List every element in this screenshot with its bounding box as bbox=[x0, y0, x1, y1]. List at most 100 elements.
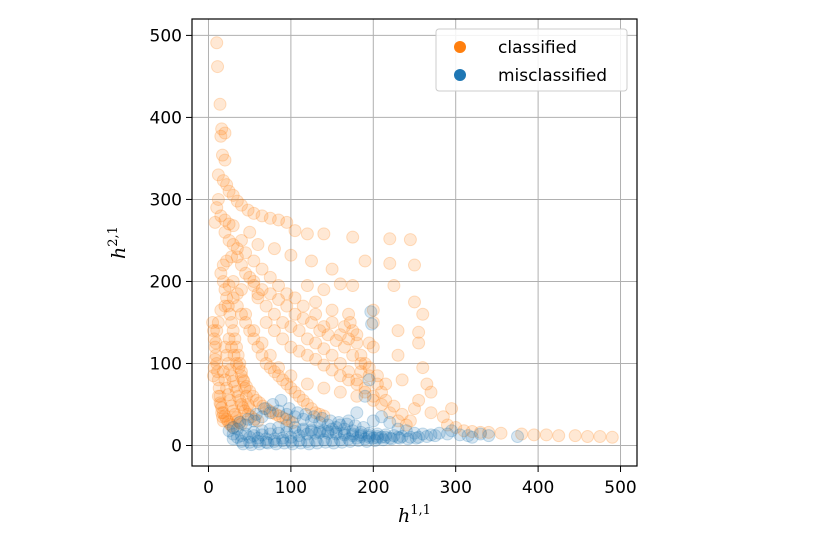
data-point bbox=[408, 426, 421, 440]
data-point bbox=[272, 213, 286, 227]
data-point bbox=[296, 393, 310, 407]
data-point bbox=[231, 348, 245, 362]
data-point bbox=[370, 377, 384, 391]
data-point bbox=[222, 233, 236, 247]
data-point bbox=[276, 431, 290, 445]
data-point bbox=[206, 324, 220, 338]
data-point bbox=[362, 361, 376, 375]
data-point bbox=[321, 425, 335, 439]
data-point bbox=[284, 434, 298, 448]
data-point bbox=[370, 427, 384, 441]
data-point bbox=[211, 389, 225, 403]
data-point bbox=[220, 254, 234, 268]
y-tick-label: 500 bbox=[150, 26, 182, 46]
data-point bbox=[266, 397, 280, 411]
data-point bbox=[226, 188, 240, 202]
data-point bbox=[239, 418, 253, 432]
data-point bbox=[272, 426, 286, 440]
data-point bbox=[354, 365, 368, 379]
data-point bbox=[296, 412, 310, 426]
data-point bbox=[246, 389, 260, 403]
data-point bbox=[243, 324, 257, 338]
data-point bbox=[255, 428, 269, 442]
data-point bbox=[420, 429, 434, 443]
data-point bbox=[210, 324, 224, 338]
data-point bbox=[457, 424, 471, 438]
data-point bbox=[276, 315, 290, 329]
data-point bbox=[218, 126, 232, 140]
data-point bbox=[214, 303, 228, 317]
data-point bbox=[552, 429, 566, 443]
data-point bbox=[346, 429, 360, 443]
data-point bbox=[214, 129, 228, 143]
data-point bbox=[304, 414, 318, 428]
data-point bbox=[226, 404, 240, 418]
data-point bbox=[333, 418, 347, 432]
data-point bbox=[247, 324, 261, 338]
data-point bbox=[222, 217, 236, 231]
data-point bbox=[234, 429, 248, 443]
data-point bbox=[292, 434, 306, 448]
data-point bbox=[351, 434, 365, 448]
data-point bbox=[249, 407, 263, 421]
legend-label-misclassified: misclassified bbox=[498, 66, 607, 86]
data-point bbox=[243, 402, 257, 416]
data-point bbox=[225, 399, 239, 413]
data-point bbox=[211, 373, 225, 387]
data-point bbox=[370, 429, 384, 443]
data-point bbox=[247, 206, 261, 220]
data-point bbox=[247, 279, 261, 293]
data-point bbox=[241, 407, 255, 421]
data-point bbox=[358, 381, 372, 395]
data-point bbox=[263, 422, 277, 436]
data-point bbox=[233, 416, 247, 430]
data-point bbox=[230, 299, 244, 313]
data-point bbox=[208, 215, 222, 229]
data-point bbox=[213, 97, 227, 111]
data-point bbox=[366, 340, 380, 354]
data-point bbox=[342, 373, 356, 387]
data-point bbox=[333, 277, 347, 291]
data-point bbox=[300, 434, 314, 448]
data-point bbox=[333, 385, 347, 399]
data-point bbox=[327, 436, 341, 450]
data-point bbox=[207, 361, 221, 375]
data-point bbox=[343, 315, 357, 329]
data-point bbox=[272, 293, 286, 307]
data-point bbox=[527, 428, 541, 442]
data-point bbox=[218, 283, 232, 297]
data-point bbox=[226, 420, 240, 434]
data-point bbox=[221, 415, 235, 429]
data-point bbox=[263, 287, 277, 301]
data-point bbox=[300, 427, 314, 441]
data-point bbox=[449, 420, 463, 434]
data-point bbox=[239, 307, 253, 321]
data-point bbox=[225, 369, 239, 383]
data-point bbox=[251, 238, 265, 252]
data-point bbox=[259, 402, 273, 416]
data-point bbox=[272, 420, 286, 434]
data-point bbox=[395, 407, 409, 421]
data-point bbox=[461, 429, 475, 443]
data-point bbox=[309, 336, 323, 350]
x-axis-label: h1,1 bbox=[398, 503, 431, 527]
data-point bbox=[292, 429, 306, 443]
data-point bbox=[238, 381, 252, 395]
data-point bbox=[424, 385, 438, 399]
data-point bbox=[362, 373, 376, 387]
data-point bbox=[234, 369, 248, 383]
data-point bbox=[337, 426, 351, 440]
data-point bbox=[337, 340, 351, 354]
data-point bbox=[333, 433, 347, 447]
data-point bbox=[309, 307, 323, 321]
x-tick-label: 200 bbox=[357, 478, 389, 498]
scatter-points bbox=[206, 36, 619, 452]
data-point bbox=[255, 424, 269, 438]
data-point bbox=[424, 428, 438, 442]
data-point bbox=[391, 430, 405, 444]
data-point bbox=[222, 424, 236, 438]
data-point bbox=[333, 369, 347, 383]
data-point bbox=[310, 436, 324, 450]
data-point bbox=[230, 340, 243, 354]
